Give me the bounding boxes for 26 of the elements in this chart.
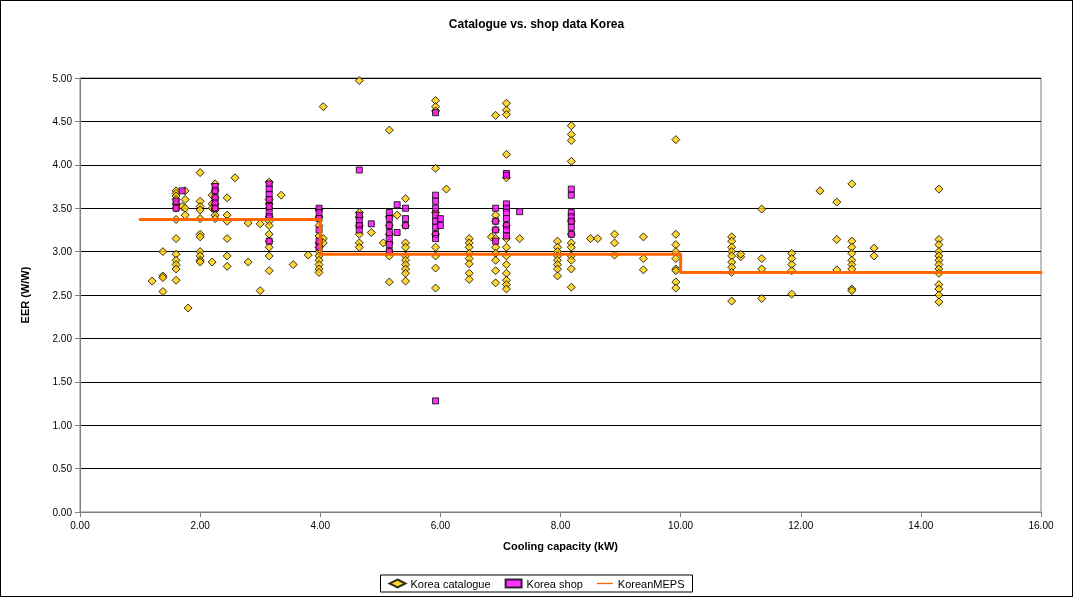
x-tick-label: 2.00: [190, 519, 211, 531]
x-tick-label: 10.00: [668, 519, 694, 531]
legend-label: Korea shop: [526, 577, 583, 590]
y-tick-label: 3.00: [52, 246, 73, 258]
y-tick-label: 0.50: [52, 463, 73, 475]
chart-title: Catalogue vs. shop data Korea: [448, 17, 625, 31]
y-tick-label: 1.00: [52, 419, 73, 431]
x-tick-label: 12.00: [788, 519, 814, 531]
x-tick-label: 16.00: [1028, 519, 1054, 531]
x-tick-label: 4.00: [310, 519, 331, 531]
y-tick-label: 2.50: [52, 289, 73, 301]
y-axis-title: EER (W/W): [18, 266, 31, 324]
x-tick-label: 6.00: [430, 519, 451, 531]
y-tick-label: 1.50: [52, 376, 73, 388]
y-tick-label: 3.50: [52, 202, 73, 214]
x-axis-title: Cooling capacity (kW): [503, 539, 619, 552]
y-tick-label: 4.00: [52, 159, 73, 171]
x-tick-label: 14.00: [908, 519, 934, 531]
y-tick-label: 0.00: [52, 506, 73, 518]
y-tick-label: 4.50: [52, 115, 73, 127]
x-tick-label: 8.00: [550, 519, 571, 531]
y-tick-label: 5.00: [52, 72, 73, 84]
x-tick-label: 0.00: [70, 519, 91, 531]
y-tick-label: 2.00: [52, 332, 73, 344]
legend-label: Korea catalogue: [410, 577, 491, 590]
legend-label: KoreanMEPS: [617, 577, 685, 590]
